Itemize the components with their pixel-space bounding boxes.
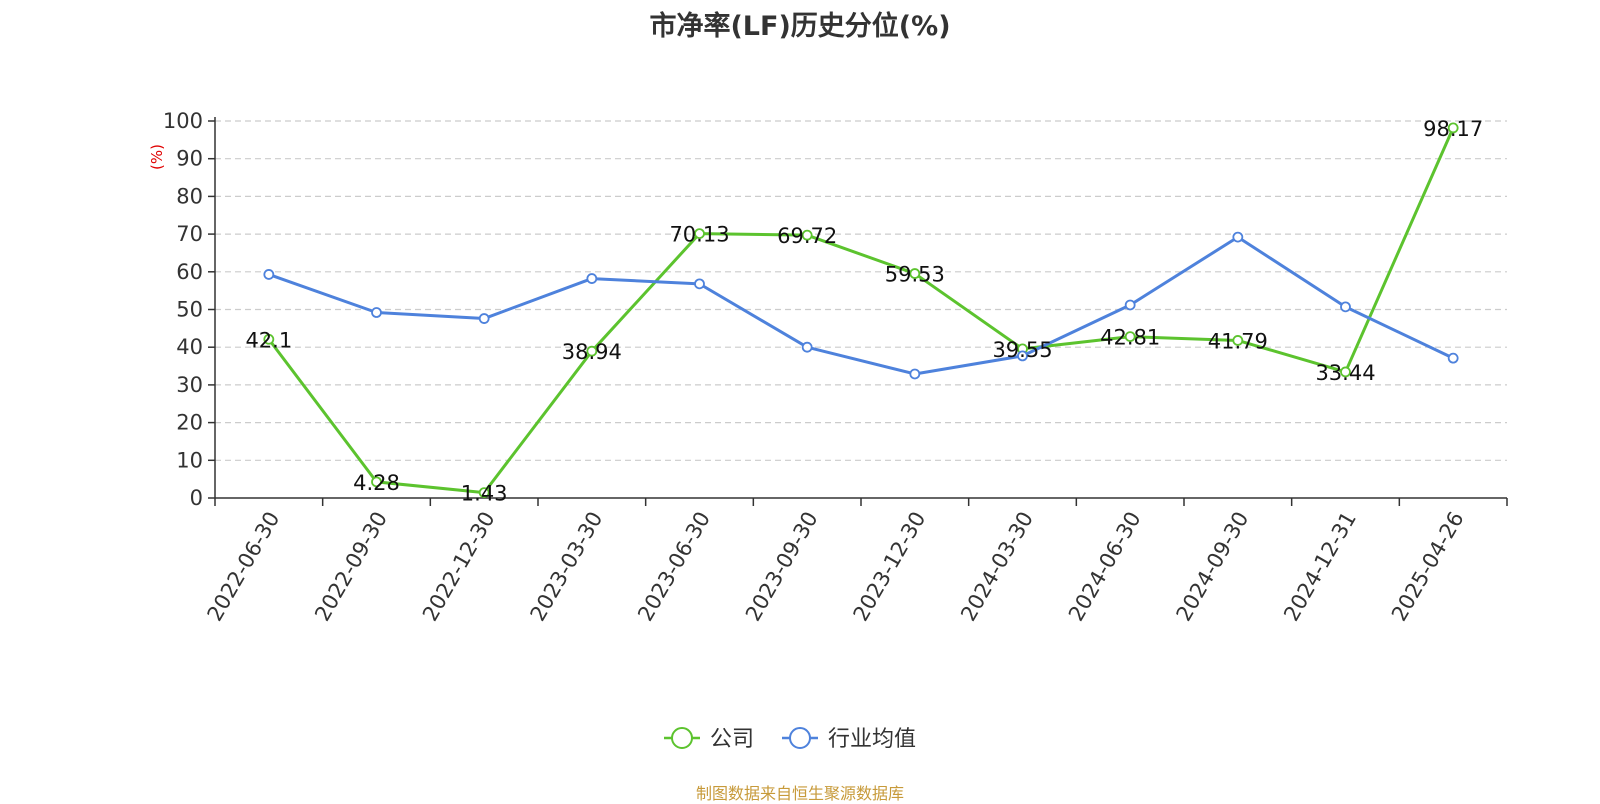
data-point (1447, 352, 1459, 364)
legend-item-industry: 行业均值 (782, 727, 916, 752)
data-point (909, 268, 921, 279)
data-point (1017, 350, 1028, 362)
x-tick-label: 2022-12-30 (418, 507, 500, 625)
y-axis-label: (%) (148, 144, 166, 170)
data-label: 42.1 (245, 328, 292, 352)
data-point (1447, 122, 1459, 134)
y-tick-label: 50 (176, 298, 203, 322)
data-label: 39.55 (992, 338, 1052, 362)
data-point (801, 229, 813, 241)
data-labels: 42.1 4.28 1.43 38.94 70.13 69.72 59.53 39.55 42.… (245, 117, 1483, 506)
y-tick-label: 60 (176, 260, 203, 284)
source-note: 制图数据来自恒生聚源数据库 (695, 784, 904, 803)
y-tick-label: 20 (176, 411, 203, 435)
legend: 公司 行业均值 (664, 727, 916, 752)
legend-label: 公司 (710, 727, 754, 752)
data-point (1124, 331, 1136, 343)
x-tick-label: 2022-09-30 (310, 508, 392, 626)
y-tick-label: 40 (176, 335, 203, 359)
series-line-company (267, 127, 1455, 495)
data-point (263, 269, 275, 280)
y-tick-label: 100 (163, 109, 203, 133)
data-point (478, 487, 490, 499)
y-tick-label: 90 (176, 147, 203, 171)
data-point (371, 476, 382, 488)
data-point (1232, 231, 1244, 243)
data-point (909, 368, 921, 380)
data-point (478, 313, 490, 324)
data-point (694, 278, 705, 290)
data-point (371, 307, 382, 318)
data-label: 42.81 (1100, 326, 1160, 350)
axes: 0 10 20 30 40 50 60 70 80 90 100 (%) 2022-06-30 2022-… (148, 109, 1508, 626)
x-tick-label: 2023-09-30 (741, 508, 823, 626)
series-points (263, 122, 1459, 499)
x-tick-label: 2022-06-30 (203, 508, 285, 626)
chart-title: 市净率(LF)历史分位(%) (649, 11, 951, 42)
data-label: 69.72 (777, 224, 837, 248)
data-point (1232, 335, 1244, 346)
x-tick-label: 2024-03-30 (956, 508, 1038, 626)
y-tick-label: 0 (190, 486, 203, 510)
data-point (1124, 299, 1136, 311)
legend-circle-icon (789, 727, 811, 749)
legend-label: 行业均值 (828, 727, 916, 752)
x-tick-label: 2023-06-30 (633, 508, 715, 626)
data-point (586, 345, 598, 357)
data-label: 33.44 (1315, 361, 1375, 385)
grid-lines (215, 120, 1507, 461)
data-label: 41.79 (1208, 329, 1268, 353)
x-tick-label: 2024-12-31 (1279, 508, 1361, 626)
y-tick-label: 10 (176, 448, 203, 472)
x-tick-label: 2023-03-30 (526, 508, 608, 626)
data-point (694, 228, 705, 240)
data-point (1340, 301, 1351, 313)
data-label: 1.43 (461, 482, 508, 506)
data-point (801, 341, 813, 353)
y-tick-label: 30 (176, 373, 203, 397)
data-point (263, 333, 275, 345)
x-tick-label: 2024-06-30 (1064, 508, 1146, 626)
legend-item-company: 公司 (664, 727, 754, 752)
data-label: 4.28 (353, 471, 400, 495)
data-point (586, 273, 598, 284)
x-tick-label: 2023-12-30 (849, 507, 931, 625)
legend-circle-icon (671, 727, 693, 749)
data-label: 59.53 (885, 263, 945, 287)
data-label: 70.13 (669, 223, 729, 247)
data-label: 98.17 (1423, 117, 1483, 141)
x-tick-label: 2024-09-30 (1172, 508, 1254, 626)
data-point (1340, 366, 1351, 378)
series-lines (267, 127, 1455, 495)
y-tick-label: 80 (176, 184, 203, 208)
data-label: 38.94 (562, 340, 622, 364)
x-tick-label: 2025-04-26 (1387, 508, 1469, 626)
series-line-industry (268, 235, 1454, 376)
y-tick-label: 70 (176, 222, 203, 246)
